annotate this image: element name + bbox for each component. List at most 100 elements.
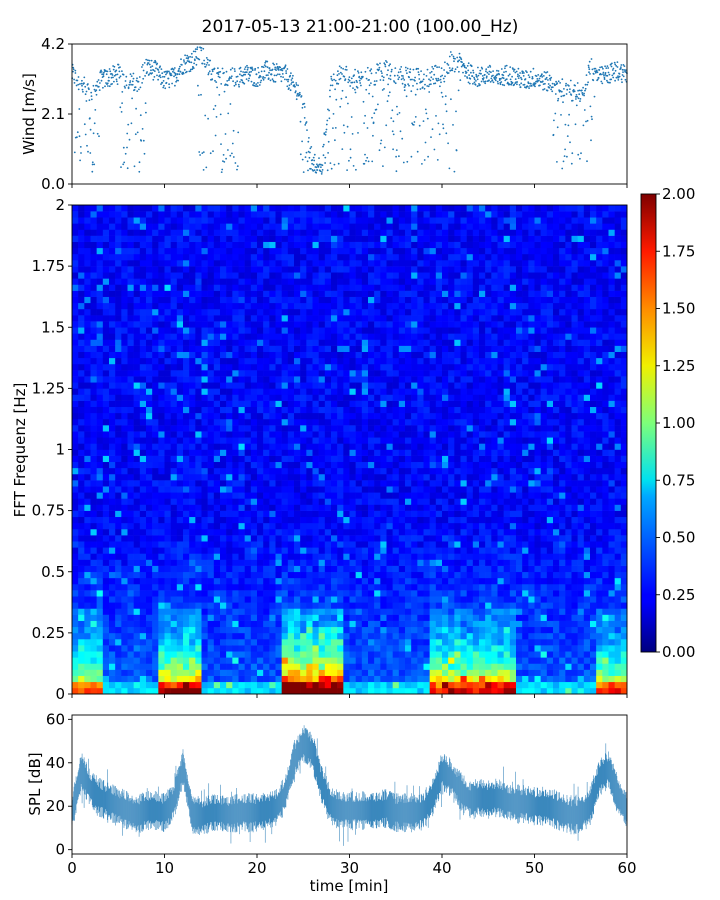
- spectrogram-cell: [226, 217, 233, 224]
- spectrogram-cell: [269, 535, 276, 542]
- spectrogram-cell: [158, 675, 165, 683]
- spectrogram-cell: [90, 522, 97, 530]
- wind-point: [228, 79, 230, 81]
- spectrogram-cell: [158, 645, 165, 652]
- spectrogram-cell: [324, 241, 332, 249]
- spectrogram-cell: [269, 235, 276, 242]
- spectrogram-cell: [294, 614, 301, 621]
- spectrogram-cell: [287, 626, 295, 634]
- spectrogram-cell: [207, 669, 215, 676]
- spectrogram-cell: [127, 608, 134, 615]
- spectrogram-cell: [207, 205, 215, 212]
- wind-point: [75, 84, 78, 87]
- spectrogram-cell: [324, 461, 332, 469]
- wind-point: [222, 154, 225, 156]
- spectrogram-cell: [213, 535, 221, 542]
- spectrogram-cell: [324, 229, 332, 236]
- spectrogram-cell: [158, 406, 165, 414]
- wind-point: [339, 105, 342, 108]
- spectrogram-cell: [78, 376, 85, 383]
- spectrogram-cell: [164, 663, 171, 670]
- spectrogram-cell: [294, 480, 301, 487]
- spectrogram-cell: [213, 596, 221, 603]
- spectrogram-cell: [257, 235, 264, 242]
- spectrogram-cell: [207, 406, 215, 414]
- spectrogram-cell: [244, 284, 252, 291]
- wind-point: [414, 93, 417, 96]
- spectrogram-cell: [176, 425, 184, 432]
- spectrogram-cell: [312, 217, 319, 224]
- spectrogram-cell: [84, 247, 91, 255]
- spectrogram-cell: [337, 583, 344, 591]
- wind-point: [335, 98, 338, 101]
- wind-point: [404, 66, 407, 69]
- wind-point: [368, 92, 370, 95]
- spectrogram-cell: [96, 559, 104, 566]
- wind-point: [140, 139, 143, 142]
- spectrogram-cell: [96, 675, 104, 683]
- spectrogram-cell: [127, 657, 134, 664]
- wind-point: [159, 76, 162, 79]
- spectrogram-cell: [176, 272, 184, 279]
- wind-point: [618, 75, 621, 78]
- wind-point: [472, 71, 475, 74]
- wind-point: [161, 72, 164, 75]
- spectrogram-cell: [312, 253, 319, 261]
- spectrogram-cell: [257, 467, 264, 475]
- spectrogram-cell: [207, 590, 215, 597]
- spectrogram-cell: [220, 522, 227, 530]
- spectrogram-cell: [72, 211, 79, 218]
- spectrogram-cell: [164, 260, 171, 267]
- spectrogram-cell: [318, 290, 326, 297]
- spectrogram-cell: [170, 553, 178, 560]
- wind-point: [605, 67, 608, 69]
- wind-point: [228, 77, 231, 80]
- wind-point: [205, 64, 208, 66]
- spectrogram-cell: [115, 327, 122, 334]
- wind-point: [488, 70, 491, 73]
- wind-point: [156, 74, 158, 77]
- spectrogram-cell: [102, 253, 110, 261]
- spectrogram-cell: [146, 382, 153, 389]
- spectrogram-cell: [115, 296, 122, 304]
- spectrogram-cell: [318, 229, 326, 236]
- wind-point: [442, 123, 444, 126]
- spectrogram-cell: [287, 315, 295, 322]
- spectrogram-cell: [226, 492, 233, 499]
- spectrogram-cell: [109, 406, 116, 414]
- spectrogram-cell: [183, 571, 190, 579]
- spectrogram-cell: [121, 571, 128, 579]
- spectrogram-cell: [269, 541, 276, 548]
- wind-point: [567, 124, 570, 127]
- spectrogram-cell: [90, 663, 97, 670]
- spectrogram-cell: [300, 290, 307, 297]
- spectrogram-cell: [195, 571, 202, 579]
- wind-point: [563, 155, 566, 158]
- wind-point: [581, 92, 584, 94]
- wind-point: [568, 91, 571, 93]
- wind-point: [129, 80, 132, 82]
- spectrogram-cell: [102, 565, 110, 573]
- wind-point: [162, 75, 164, 78]
- wind-point: [528, 76, 531, 79]
- wind-point: [90, 95, 93, 97]
- wind-point: [192, 50, 195, 53]
- spectrogram-cell: [170, 504, 178, 511]
- spectrogram-cell: [306, 602, 313, 609]
- spectrogram-cell: [115, 461, 122, 469]
- wind-point: [200, 47, 203, 49]
- spectrogram-cell: [318, 400, 326, 408]
- spectrogram-cell: [263, 602, 270, 609]
- spectrogram-cell: [294, 632, 301, 640]
- wind-point: [621, 81, 623, 84]
- spectrogram-cell: [213, 443, 221, 450]
- wind-point: [147, 62, 150, 64]
- wind-point: [90, 98, 93, 101]
- spectrogram-cell: [115, 351, 122, 359]
- spectrogram-cell: [232, 382, 239, 389]
- spectrogram-cell: [281, 510, 289, 518]
- spectrogram-cell: [90, 620, 97, 628]
- spectrogram-cell: [158, 241, 165, 249]
- spectrogram-cell: [318, 645, 326, 652]
- spectrogram-cell: [269, 571, 276, 579]
